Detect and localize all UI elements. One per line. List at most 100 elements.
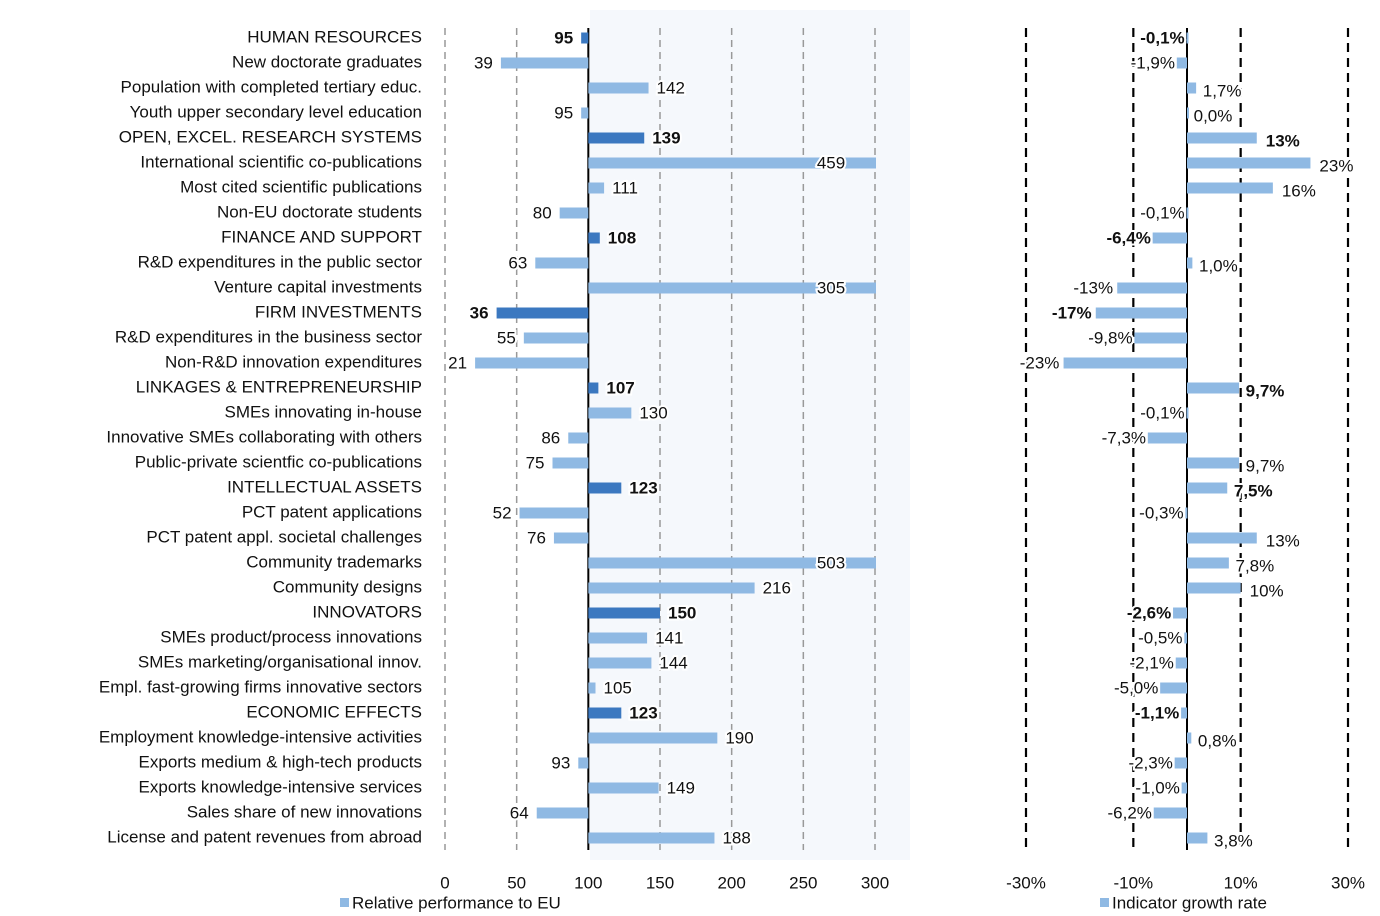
value-label: -2,6% — [1127, 603, 1171, 622]
category-label: LINKAGES & ENTREPRENEURSHIP — [136, 377, 422, 396]
value-label: -5,0% — [1114, 678, 1158, 697]
category-label: R&D expenditures in the public sector — [138, 252, 423, 271]
bar — [1186, 32, 1189, 44]
x-tick-label: 200 — [717, 873, 745, 892]
bar — [578, 757, 589, 769]
category-label: FIRM INVESTMENTS — [255, 302, 422, 321]
bar — [535, 257, 589, 269]
category-label: ECONOMIC EFFECTS — [246, 702, 422, 721]
value-label: 21 — [448, 353, 467, 372]
bar — [1186, 407, 1189, 419]
bar — [1175, 657, 1187, 669]
value-label: 105 — [604, 678, 632, 697]
bar — [588, 232, 600, 244]
category-label: INTELLECTUAL ASSETS — [227, 477, 422, 496]
value-label: 63 — [508, 253, 527, 272]
value-label: 130 — [639, 403, 667, 422]
bar — [1187, 182, 1273, 194]
value-label: 459 — [817, 153, 845, 172]
category-label: SMEs innovating in-house — [224, 402, 422, 421]
x-tick-label: 300 — [861, 873, 889, 892]
bar — [588, 407, 632, 419]
value-label: 39 — [474, 53, 493, 72]
bars — [475, 32, 876, 844]
category-label: OPEN, EXCEL. RESEARCH SYSTEMS — [119, 127, 422, 146]
legend-swatch — [1100, 898, 1109, 907]
category-label: Population with completed tertiary educ. — [121, 77, 422, 96]
bar — [588, 157, 876, 169]
bar — [1187, 382, 1240, 394]
bar — [496, 307, 589, 319]
value-label: 95 — [554, 103, 573, 122]
value-label: 142 — [657, 78, 685, 97]
value-label: 503 — [817, 553, 845, 572]
bar — [581, 32, 589, 44]
value-label: 16% — [1282, 181, 1316, 200]
bar — [1187, 832, 1208, 844]
value-label: -0,5% — [1138, 628, 1182, 647]
category-label: Community trademarks — [246, 552, 422, 571]
bar — [1187, 157, 1311, 169]
bar — [1153, 807, 1187, 819]
bar — [1187, 107, 1189, 119]
bar — [588, 582, 755, 594]
value-label: -1,0% — [1135, 778, 1179, 797]
value-label: 216 — [763, 578, 791, 597]
value-label: 188 — [722, 828, 750, 847]
category-label: Most cited scientific publications — [180, 177, 422, 196]
bar — [1181, 782, 1187, 794]
legend-swatch — [340, 898, 349, 907]
bar — [588, 282, 876, 294]
value-label: -1,1% — [1135, 703, 1179, 722]
value-label: 139 — [652, 128, 680, 147]
value-label: -17% — [1052, 303, 1092, 322]
value-label: 108 — [608, 228, 636, 247]
category-label: PCT patent appl. societal challenges — [146, 527, 422, 546]
value-label: 55 — [497, 328, 516, 347]
value-label: 0,8% — [1198, 731, 1237, 750]
category-label: License and patent revenues from abroad — [107, 827, 422, 846]
bar — [1187, 732, 1192, 744]
bar — [1117, 282, 1187, 294]
bar — [552, 457, 589, 469]
plot-background — [590, 10, 910, 860]
bar — [519, 507, 589, 519]
bar — [500, 57, 589, 69]
value-label: -6,2% — [1108, 803, 1152, 822]
x-tick-label: 100 — [574, 873, 602, 892]
bar — [1184, 632, 1187, 644]
bar — [588, 132, 645, 144]
bar — [523, 332, 589, 344]
bar — [1147, 432, 1187, 444]
bar — [475, 357, 589, 369]
bar — [588, 82, 649, 94]
value-label: 107 — [606, 378, 634, 397]
bar — [1176, 57, 1187, 69]
bar — [1160, 682, 1187, 694]
value-label: 1,0% — [1199, 256, 1238, 275]
x-tick-label: 30% — [1331, 873, 1365, 892]
bar — [588, 632, 648, 644]
bar — [588, 607, 660, 619]
x-tick-label: -30% — [1006, 873, 1046, 892]
category-label: INNOVATORS — [312, 602, 422, 621]
category-label: Non-R&D innovation expenditures — [165, 352, 422, 371]
value-label: 64 — [510, 803, 529, 822]
bar — [1187, 257, 1193, 269]
category-label: Youth upper secondary level education — [130, 102, 422, 121]
value-label: 144 — [659, 653, 687, 672]
bar — [588, 557, 876, 569]
value-label: 1,7% — [1203, 81, 1242, 100]
value-label: -0,1% — [1140, 28, 1184, 47]
value-label: -2,1% — [1130, 653, 1174, 672]
bar — [1187, 457, 1240, 469]
bar — [588, 782, 659, 794]
category-label: HUMAN RESOURCES — [247, 27, 422, 46]
value-label: -0,3% — [1139, 503, 1183, 522]
bar — [1187, 557, 1229, 569]
bar — [1187, 132, 1257, 144]
bar — [588, 732, 718, 744]
value-label: 13% — [1266, 531, 1300, 550]
x-tick-label: 0 — [440, 873, 449, 892]
